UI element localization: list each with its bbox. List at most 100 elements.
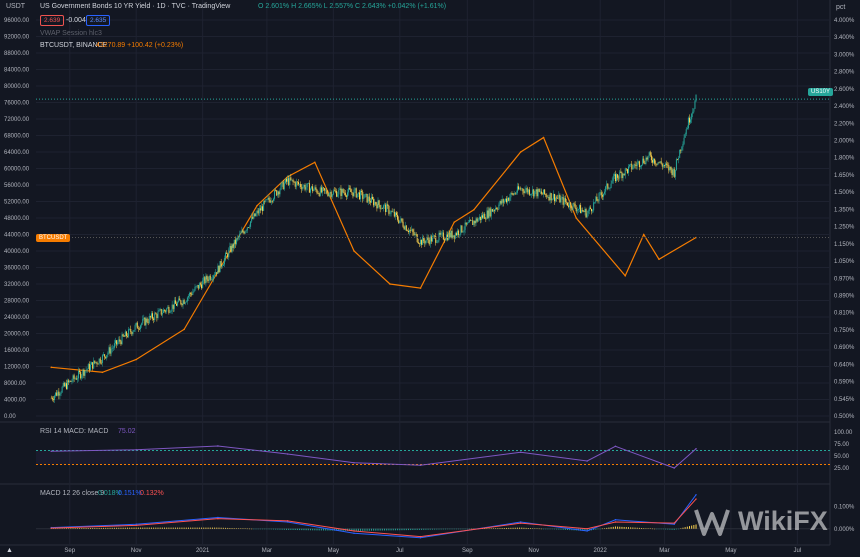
us10y-candle-body xyxy=(594,202,596,203)
us10y-candle-body xyxy=(83,369,85,376)
btcusdt-point xyxy=(256,204,258,207)
us10y-candle-body xyxy=(158,309,160,312)
us10y-candle-body xyxy=(215,272,217,275)
macd-histogram-bar xyxy=(351,528,353,531)
currency-selector[interactable]: USDT xyxy=(6,3,26,10)
us10y-candle-body xyxy=(619,171,621,179)
macd-histogram-bar xyxy=(159,527,161,529)
macd-histogram-bar xyxy=(682,527,684,529)
macd-signal-point xyxy=(673,522,675,524)
us10y-candle-body xyxy=(390,211,392,214)
us10y-candle-body xyxy=(338,189,340,195)
macd-histogram-bar xyxy=(194,527,196,529)
macd-histogram-bar xyxy=(140,527,142,529)
us10y-candle-body xyxy=(574,204,576,209)
left-axis-label: 0.00 xyxy=(4,414,16,420)
us10y-candle-body xyxy=(284,178,286,184)
us10y-candle-body xyxy=(629,164,631,167)
us10y-candle-body xyxy=(463,229,465,232)
us10y-candle-body xyxy=(279,189,281,195)
us10y-candle-body xyxy=(251,216,253,222)
us10y-candle-body xyxy=(537,188,539,197)
us10y-candle-body xyxy=(97,363,99,365)
us10y-candle-body xyxy=(372,196,374,200)
macd-histogram-bar xyxy=(98,527,100,529)
right-axis-label: 0.545% xyxy=(834,397,855,403)
macd-histogram-bar xyxy=(272,528,274,530)
us10y-candle-body xyxy=(217,265,219,274)
left-axis-label: 36000.00 xyxy=(4,266,30,272)
us10y-candle-body xyxy=(129,328,131,330)
us10y-candle-body xyxy=(377,200,379,209)
macd-histogram-bar xyxy=(89,527,91,529)
macd-point xyxy=(135,523,137,525)
vwap-legend[interactable]: VWAP Session hlc3 xyxy=(40,30,102,37)
us10y-candle-body xyxy=(314,187,316,190)
us10y-candle-body xyxy=(82,369,84,376)
us10y-candle-body xyxy=(674,169,676,177)
macd-histogram-bar xyxy=(597,528,599,530)
us10y-candle-body xyxy=(263,201,265,211)
us10y-candle-body xyxy=(683,137,685,144)
macd-histogram-bar xyxy=(360,528,362,531)
us10y-candle-body xyxy=(253,213,255,219)
us10y-candle-body xyxy=(401,218,403,222)
us10y-candle-body xyxy=(321,187,323,193)
us10y-candle-body xyxy=(120,341,122,345)
btc-legend-name[interactable]: BTCUSDT, BINANCE xyxy=(40,42,108,49)
us10y-candle-body xyxy=(666,163,668,165)
us10y-candle-body xyxy=(286,178,288,182)
us10y-candle-body xyxy=(581,210,583,214)
us10y-candle-body xyxy=(221,265,223,267)
us10y-candle-body xyxy=(426,237,428,241)
btcusdt-point xyxy=(453,221,456,223)
us10y-candle-body xyxy=(671,169,673,175)
macd-histogram-bar xyxy=(296,528,298,531)
us10y-candle-body xyxy=(425,240,427,244)
macd-histogram-bar xyxy=(166,527,168,529)
us10y-candle-body xyxy=(628,166,630,173)
us10y-candle-body xyxy=(486,210,488,220)
us10y-candle-body xyxy=(157,311,159,318)
us10y-candle-body xyxy=(223,258,225,265)
macd-histogram-bar xyxy=(503,527,505,529)
macd-histogram-bar xyxy=(129,527,131,529)
left-axis-label: 92000.00 xyxy=(4,35,30,41)
us10y-candle-body xyxy=(159,309,161,310)
macd-histogram-bar xyxy=(172,527,174,529)
us10y-candle-body xyxy=(458,230,460,235)
us10y-candle-body xyxy=(636,162,638,166)
bid-badge[interactable]: 2.639 xyxy=(40,15,65,26)
macd-histogram-bar xyxy=(647,528,649,529)
us10y-candle-body xyxy=(202,280,204,289)
us10y-candle-body xyxy=(682,143,684,147)
us10y-candle-body xyxy=(562,197,564,205)
us10y-candle-body xyxy=(583,211,585,212)
us10y-candle-body xyxy=(384,204,386,206)
ask-badge[interactable]: 2.635 xyxy=(86,15,111,26)
left-axis-label: 32000.00 xyxy=(4,282,30,288)
macd-panel-label[interactable]: MACD 12 26 close 9 xyxy=(40,490,105,497)
btcusdt-point xyxy=(389,283,391,285)
us10y-candle-body xyxy=(423,236,425,241)
macd-signal-point xyxy=(519,522,522,524)
rsi-panel-label[interactable]: RSI 14 MACD: MACD xyxy=(40,428,109,435)
us10y-candle-body xyxy=(500,200,502,204)
us10y-candle-body xyxy=(287,178,289,182)
left-axis-label: 88000.00 xyxy=(4,51,30,57)
macd-histogram-bar xyxy=(251,528,253,530)
us10y-candle-body xyxy=(241,230,243,233)
us10y-candle-body xyxy=(568,205,570,207)
macd-histogram-bar xyxy=(412,528,414,531)
us10y-candle-body xyxy=(301,187,303,190)
macd-histogram-bar xyxy=(564,528,566,530)
macd-histogram-bar xyxy=(527,528,529,529)
us10y-candle-body xyxy=(630,163,632,165)
macd-histogram-bar xyxy=(353,528,355,531)
macd-histogram-bar xyxy=(623,527,625,529)
us10y-candle-body xyxy=(396,212,398,215)
us10y-candle-body xyxy=(684,134,686,138)
us10y-candle-body xyxy=(339,188,341,190)
us10y-candle-body xyxy=(520,188,522,190)
